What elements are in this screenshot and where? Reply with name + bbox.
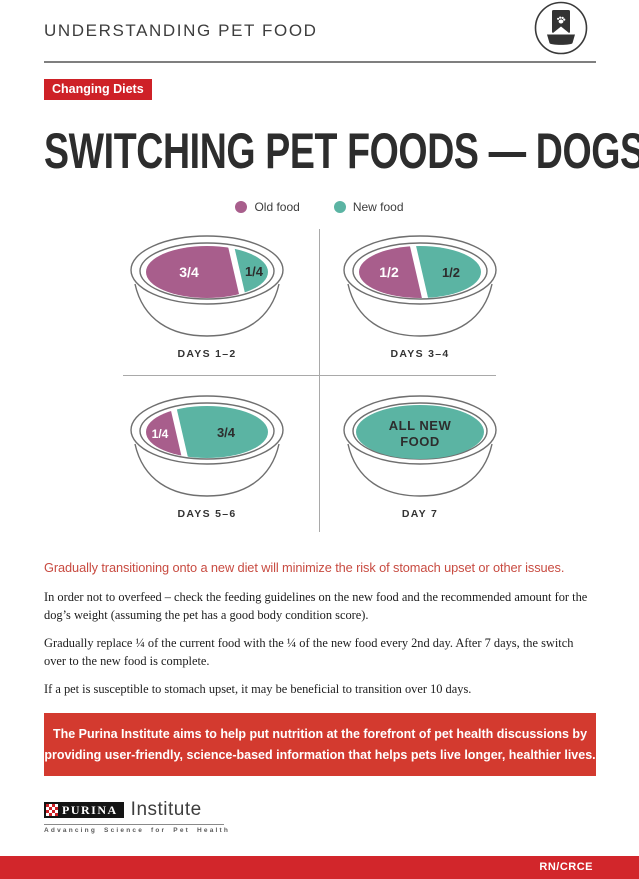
legend-item-new-food: New food bbox=[333, 200, 404, 214]
purina-institute-callout: The Purina Institute aims to help put nu… bbox=[44, 713, 596, 776]
logo-tagline: Advancing Science for Pet Health bbox=[44, 827, 231, 834]
paragraph-replace-quarter: Gradually replace ¼ of the current food … bbox=[44, 635, 574, 668]
callout-line1: The Purina Institute aims to help put nu… bbox=[52, 727, 588, 742]
fraction-old: 1/4 bbox=[152, 427, 169, 441]
pet-food-bag-and-bowl-icon bbox=[533, 1, 589, 62]
paragraph-stomach-upset: If a pet is susceptible to stomach upset… bbox=[44, 681, 472, 696]
quadrant-divider-horizontal bbox=[123, 375, 496, 376]
callout-line2: providing user-friendly, science-based i… bbox=[44, 747, 596, 762]
all-new-food-line1: ALL NEW bbox=[389, 418, 452, 433]
header-divider bbox=[44, 61, 596, 63]
purina-checkerboard-icon bbox=[46, 804, 58, 816]
header-title: UNDERSTANDING PET FOOD bbox=[44, 21, 318, 40]
bowl-days-1-2: 3/4 1/4 bbox=[130, 235, 284, 337]
logo-divider bbox=[44, 824, 224, 825]
bowl-label-days-5-6: DAYS 5–6 bbox=[177, 508, 237, 520]
quadrant-divider-vertical bbox=[319, 229, 320, 532]
bowl-days-5-6: 1/4 3/4 bbox=[130, 395, 284, 497]
highlight-sentence: Gradually transitioning onto a new diet … bbox=[44, 560, 565, 575]
fraction-old: 3/4 bbox=[179, 264, 199, 280]
document-code: RN/CRCE bbox=[539, 861, 593, 873]
footer-bar: RN/CRCE bbox=[0, 856, 639, 879]
purina-wordmark: PURINA bbox=[44, 802, 124, 818]
page-title: SWITCHING PET FOODS — DOGS bbox=[44, 123, 639, 179]
all-new-food-line2: FOOD bbox=[400, 434, 440, 449]
bowl-day-7: ALL NEW FOOD bbox=[343, 395, 497, 497]
bowl-label-days-3-4: DAYS 3–4 bbox=[390, 348, 450, 360]
brand-name: PURINA bbox=[62, 802, 118, 817]
legend: Old food New food bbox=[0, 200, 639, 214]
new-food-dot-icon bbox=[333, 201, 346, 213]
legend-label: New food bbox=[352, 200, 404, 214]
fraction-old: 1/2 bbox=[379, 264, 399, 280]
brand-suffix: Institute bbox=[130, 799, 202, 820]
body-text-block: Gradually transitioning onto a new diet … bbox=[44, 560, 596, 709]
legend-item-old-food: Old food bbox=[235, 200, 300, 214]
fraction-new: 1/4 bbox=[245, 264, 264, 279]
bowl-label-days-1-2: DAYS 1–2 bbox=[177, 348, 237, 360]
old-food-dot-icon bbox=[235, 201, 248, 213]
section-badge: Changing Diets bbox=[44, 79, 152, 100]
legend-label: Old food bbox=[254, 200, 300, 214]
fraction-new: 1/2 bbox=[442, 265, 460, 280]
purina-institute-logo: PURINA Institute Advancing Science for P… bbox=[44, 799, 231, 834]
paragraph-overfeed: In order not to overfeed – check the fee… bbox=[44, 590, 588, 622]
bowl-label-day-7: DAY 7 bbox=[401, 508, 439, 520]
fraction-new: 3/4 bbox=[217, 425, 236, 440]
bowl-days-3-4: 1/2 1/2 bbox=[343, 235, 497, 337]
